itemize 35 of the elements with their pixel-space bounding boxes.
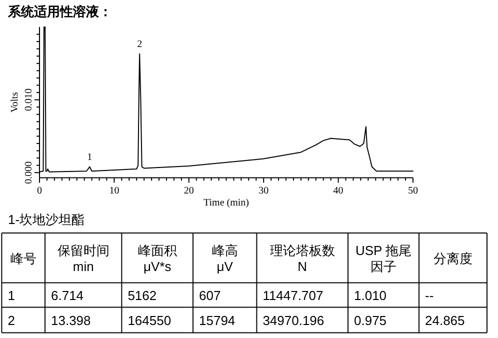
text: 2: [8, 313, 15, 328]
text: --: [425, 288, 434, 303]
text: 0.975: [354, 313, 387, 328]
text: 6.714: [51, 288, 84, 303]
x-tick-label: 40: [333, 186, 344, 197]
x-axis-title: Time (min): [204, 198, 249, 209]
x-tick-label: 30: [258, 186, 269, 197]
category-label: 峰高 μV: [212, 242, 238, 274]
text: 1: [8, 288, 15, 303]
category-label: 保留时间 min: [57, 242, 110, 274]
x-tick-label: 0: [37, 186, 42, 197]
text: 34970.196: [262, 313, 324, 328]
text: 24.865: [425, 313, 465, 328]
annotation: 2: [137, 38, 142, 50]
x-tick-label: 50: [408, 186, 418, 197]
category-label: 理论塔板数 N: [270, 242, 335, 274]
text: 607: [199, 288, 221, 303]
text: 1-坎地沙坦酯: [8, 212, 85, 227]
text: 15794: [199, 313, 236, 328]
text: 11447.707: [262, 288, 324, 303]
chart-title: 系统适用性溶液：: [7, 4, 112, 19]
x-tick-label: 10: [109, 186, 120, 197]
y-tick-label: 0.000: [24, 161, 34, 184]
text: 1.010: [354, 288, 387, 303]
y-axis-title: Volts: [10, 92, 20, 113]
x-tick-label: 20: [184, 186, 194, 197]
annotation: 1: [87, 152, 92, 163]
text: 5162: [128, 288, 157, 303]
category-label: 分离度: [434, 250, 472, 266]
category-label: USP 拖尾因子: [355, 242, 412, 274]
category-label: 峰面积 μV*s: [138, 242, 177, 274]
text: 13.398: [51, 313, 91, 328]
category-label: 峰号: [10, 250, 36, 266]
text: 164550: [128, 313, 172, 328]
y-tick-label: 0.010: [24, 88, 34, 112]
